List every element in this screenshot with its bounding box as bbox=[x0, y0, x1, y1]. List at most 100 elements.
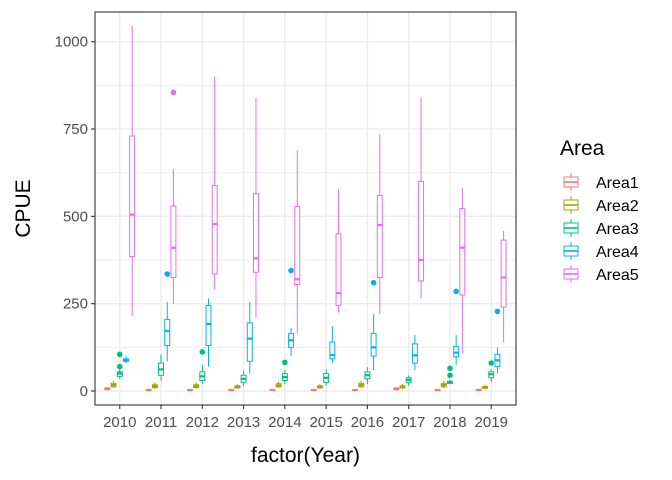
box-area4-2015 bbox=[329, 326, 336, 364]
outlier-point bbox=[282, 359, 288, 366]
box-iqr bbox=[170, 205, 177, 278]
box-area3-2016 bbox=[364, 367, 371, 385]
legend-item-area4: Area4 bbox=[560, 240, 639, 262]
box-area1-2010 bbox=[104, 386, 111, 391]
x-tick-label: 2012 bbox=[186, 414, 219, 431]
legend-item-area1: Area1 bbox=[560, 171, 639, 193]
box-area3-2018 bbox=[446, 365, 453, 385]
outlier-point bbox=[488, 360, 495, 366]
plot-panel bbox=[94, 11, 517, 406]
outlier-point bbox=[370, 279, 377, 286]
box-area2-2011 bbox=[151, 382, 158, 389]
panel-background bbox=[95, 12, 516, 405]
box-area4-2010 bbox=[122, 356, 129, 364]
x-axis: 2010 2011 2012 2013 2014 2015 2016 2017 2018 2019 bbox=[103, 405, 508, 431]
box-area3-2010 bbox=[116, 351, 123, 379]
box-area4-2018 bbox=[453, 288, 460, 365]
box-area2-2013 bbox=[234, 384, 241, 389]
box-area3-2012 bbox=[199, 349, 206, 385]
box-area2-2010 bbox=[110, 380, 117, 389]
panel-border bbox=[94, 11, 517, 406]
box-area1-2018 bbox=[434, 388, 441, 392]
box-iqr bbox=[211, 185, 218, 275]
box-iqr bbox=[129, 135, 136, 258]
box-area5-2010 bbox=[129, 25, 136, 316]
box-area4-2014 bbox=[288, 267, 295, 357]
legend-label: Area3 bbox=[596, 221, 639, 238]
x-tick-label: 2011 bbox=[145, 414, 177, 431]
box-area3-2017 bbox=[405, 375, 412, 386]
grid-lines bbox=[95, 12, 516, 405]
box-iqr bbox=[411, 343, 418, 364]
legend-item-area3: Area3 bbox=[560, 217, 639, 239]
outlier-point bbox=[164, 271, 171, 277]
box-area1-2017 bbox=[393, 386, 400, 391]
box-area5-2016 bbox=[376, 134, 383, 315]
box-area5-2012 bbox=[211, 76, 218, 290]
x-tick-label: 2017 bbox=[392, 414, 425, 431]
series-area1 bbox=[104, 386, 482, 392]
box-area3-2015 bbox=[323, 369, 330, 386]
box-iqr bbox=[500, 239, 507, 308]
box-iqr bbox=[418, 180, 425, 282]
y-tick-label: 500 bbox=[63, 208, 88, 225]
legend-label: Area1 bbox=[596, 175, 639, 192]
box-area2-2016 bbox=[358, 380, 365, 389]
box-area2-2019 bbox=[482, 384, 489, 390]
box-area4-2016 bbox=[370, 279, 377, 371]
y-tick-label: 1000 bbox=[55, 34, 88, 51]
box-area5-2018 bbox=[459, 188, 466, 354]
box-area5-2014 bbox=[294, 149, 301, 334]
x-tick-label: 2015 bbox=[309, 414, 342, 431]
box-area1-2012 bbox=[186, 388, 193, 392]
outlier-point bbox=[447, 372, 453, 379]
series-area4 bbox=[122, 267, 501, 374]
outlier-point bbox=[453, 288, 459, 295]
box-iqr bbox=[329, 341, 336, 360]
box-area4-2017 bbox=[411, 335, 418, 371]
x-tick-label: 2010 bbox=[103, 414, 136, 431]
box-area4-2013 bbox=[246, 301, 253, 374]
box-area4-2011 bbox=[164, 271, 171, 362]
box-area5-2017 bbox=[418, 97, 425, 299]
box-area4-2012 bbox=[205, 298, 212, 367]
legend-item-area5: Area5 bbox=[560, 263, 639, 285]
box-area3-2019 bbox=[488, 360, 495, 383]
y-tick-label: 250 bbox=[63, 296, 88, 313]
y-axis-title: CPUE bbox=[12, 179, 35, 237]
outlier-point bbox=[170, 89, 177, 96]
y-tick-label: 750 bbox=[63, 121, 88, 138]
legend: Area Area1 Area2 Area3 Area4 Area5 bbox=[560, 137, 639, 285]
outlier-point bbox=[116, 363, 123, 370]
legend-label: Area5 bbox=[596, 267, 639, 284]
box-area5-2011 bbox=[170, 89, 177, 304]
box-series bbox=[104, 25, 507, 392]
box-area1-2015 bbox=[310, 388, 317, 392]
box-area1-2014 bbox=[269, 388, 276, 392]
outlier-point bbox=[288, 267, 294, 274]
box-area2-2018 bbox=[440, 380, 447, 389]
series-area5 bbox=[129, 25, 507, 354]
x-tick-label: 2018 bbox=[433, 414, 466, 431]
y-axis: 0 250 500 750 1000 bbox=[55, 34, 95, 400]
outlier-point bbox=[199, 349, 206, 355]
legend-item-area2: Area2 bbox=[560, 194, 639, 216]
outlier-point bbox=[447, 365, 453, 372]
box-iqr bbox=[205, 304, 212, 347]
box-area1-2019 bbox=[475, 388, 482, 392]
box-iqr bbox=[370, 332, 377, 357]
box-area3-2011 bbox=[158, 354, 165, 381]
box-area2-2014 bbox=[275, 381, 282, 389]
x-tick-label: 2014 bbox=[268, 414, 301, 431]
box-iqr bbox=[376, 194, 383, 278]
x-tick-label: 2016 bbox=[351, 414, 384, 431]
legend-label: Area2 bbox=[596, 198, 639, 215]
box-iqr bbox=[459, 208, 466, 296]
outlier-point bbox=[494, 308, 501, 315]
box-area5-2019 bbox=[500, 231, 507, 343]
x-tick-label: 2019 bbox=[475, 414, 508, 431]
box-area1-2011 bbox=[145, 388, 152, 392]
box-area4-2019 bbox=[494, 308, 501, 374]
box-area2-2017 bbox=[399, 384, 406, 389]
